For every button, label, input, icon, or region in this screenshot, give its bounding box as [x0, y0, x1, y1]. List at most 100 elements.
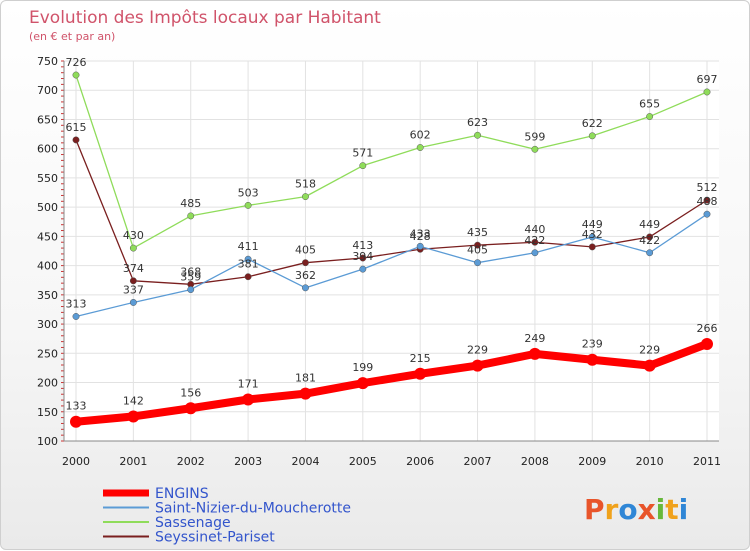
y-tick-label: 200 [37, 377, 58, 390]
data-point [129, 244, 137, 252]
data-point [531, 238, 539, 246]
chart-subtitle: (en € et par an) [29, 30, 115, 43]
data-label: 428 [410, 230, 431, 243]
x-tick-label: 2007 [464, 455, 492, 468]
data-point [184, 402, 197, 415]
y-tick-label: 250 [37, 347, 58, 360]
series-line-sassenage [75, 74, 708, 249]
x-tick-label: 2005 [349, 455, 377, 468]
data-label: 362 [295, 269, 316, 282]
data-point [703, 196, 711, 204]
data-point [414, 367, 427, 380]
data-label: 512 [697, 181, 718, 194]
legend-label: Sassenage [155, 515, 231, 531]
data-label: 726 [66, 56, 87, 69]
data-label: 615 [66, 121, 87, 134]
data-point [531, 145, 539, 153]
legend: ENGINSSaint-Nizier-du-MoucherotteSassena… [103, 486, 351, 546]
x-tick-label: 2000 [62, 455, 90, 468]
series-line-seyssinet-pariset [75, 139, 708, 285]
x-tick-label: 2010 [636, 455, 664, 468]
series-line-engins [72, 339, 711, 426]
data-label: 432 [582, 228, 603, 241]
data-label: 697 [697, 73, 718, 86]
data-label: 239 [582, 338, 603, 351]
x-tick-label: 2011 [693, 455, 721, 468]
y-tick-label: 550 [37, 172, 58, 185]
data-point [588, 132, 596, 140]
data-label: 571 [352, 147, 373, 160]
plot-area [64, 61, 719, 441]
data-point [701, 337, 713, 350]
data-label: 368 [180, 265, 201, 278]
data-label: 599 [524, 130, 545, 143]
data-point [588, 233, 596, 241]
x-tick-label: 2002 [177, 455, 205, 468]
data-point [416, 144, 424, 151]
data-label: 430 [123, 229, 144, 242]
data-label: 602 [410, 129, 431, 142]
series-line-saint-nizier-du-moucherotte [75, 213, 708, 318]
data-point [187, 212, 195, 220]
data-label: 171 [238, 377, 259, 390]
data-point [244, 201, 252, 209]
data-point [646, 249, 654, 257]
data-point [471, 359, 484, 372]
y-tick-label: 100 [37, 435, 58, 448]
data-point [72, 136, 80, 144]
data-point [703, 210, 711, 218]
data-label: 449 [639, 218, 660, 231]
data-label: 422 [639, 234, 660, 247]
series-lines [70, 71, 713, 428]
y-tick-label: 750 [37, 55, 58, 68]
legend-label: Saint-Nizier-du-Moucherotte [155, 501, 351, 517]
data-label: 142 [123, 394, 144, 407]
data-label: 422 [524, 234, 545, 247]
y-tick-label: 700 [37, 84, 58, 97]
data-point [302, 193, 309, 201]
data-point [416, 242, 424, 250]
data-point [72, 71, 80, 79]
data-label: 381 [238, 258, 259, 271]
data-label: 440 [524, 223, 545, 236]
data-point [531, 249, 539, 257]
x-tick-label: 2009 [578, 455, 606, 468]
data-label: 405 [295, 244, 316, 257]
data-point [703, 88, 711, 96]
data-label: 503 [238, 186, 259, 199]
data-label: 655 [639, 98, 660, 111]
gridlines [64, 60, 719, 442]
data-label: 337 [123, 283, 144, 296]
data-label: 215 [410, 352, 431, 365]
data-point [474, 259, 481, 267]
data-point [244, 273, 252, 281]
y-tick-label: 450 [37, 230, 58, 243]
data-point [299, 387, 312, 400]
axes: 100 150 200 250 300 350 400 450 500 550 600 650 700 7… [37, 55, 721, 468]
data-labels: 133 142 156 171 181 199 215 229 249 239 229 266 313 3… [66, 56, 718, 413]
chart-title: Evolution des Impôts locaux par Habitant [29, 8, 381, 28]
data-point [646, 113, 654, 120]
data-point [302, 259, 309, 267]
data-point [646, 233, 654, 241]
data-point [72, 313, 80, 320]
proxiti-logo: Proxiti [584, 493, 688, 526]
x-tick-label: 2003 [234, 455, 262, 468]
data-point [359, 162, 367, 170]
y-tick-label: 650 [37, 113, 58, 126]
data-label: 199 [352, 361, 373, 374]
y-tick-label: 600 [37, 143, 58, 156]
data-label: 133 [66, 400, 87, 413]
y-tick-label: 150 [37, 406, 58, 419]
data-label: 229 [467, 344, 488, 357]
data-label: 488 [697, 195, 718, 208]
x-tick-label: 2006 [406, 455, 434, 468]
data-point [242, 393, 255, 406]
y-tick-label: 350 [37, 289, 58, 302]
data-point [359, 254, 367, 262]
data-label: 413 [352, 239, 373, 252]
data-point [359, 265, 367, 273]
y-tick-label: 300 [37, 318, 58, 331]
data-point [70, 415, 82, 428]
